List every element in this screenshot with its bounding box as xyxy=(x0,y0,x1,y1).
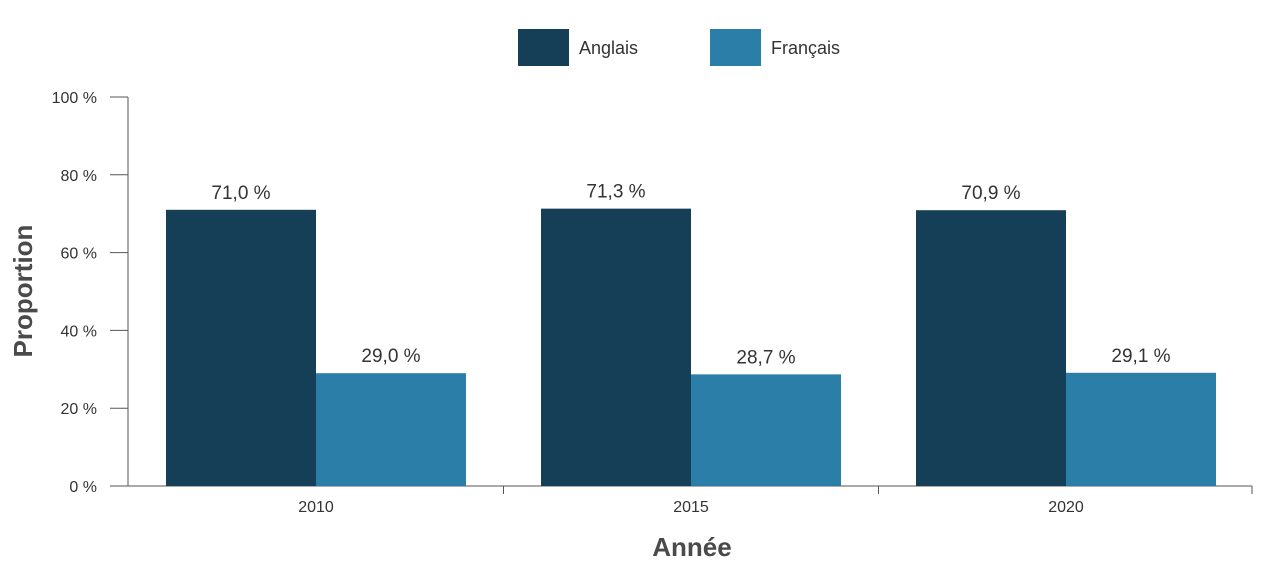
data-label: 29,0 % xyxy=(361,346,420,367)
bars xyxy=(166,208,1216,486)
data-label: 71,0 % xyxy=(211,183,270,204)
y-tick-label: 80 % xyxy=(61,168,97,185)
x-tick-label: 2010 xyxy=(298,499,334,516)
bar xyxy=(316,373,466,486)
x-tick-label: 2020 xyxy=(1048,499,1084,516)
y-tick-label: 20 % xyxy=(61,401,97,418)
y-tick-label: 0 % xyxy=(69,479,97,496)
data-labels: 71,0 % 71,3 % 70,9 % 29,0 % 28,7 % 29,1 % xyxy=(211,182,1170,369)
x-axis-title: Année xyxy=(652,532,731,562)
data-label: 71,3 % xyxy=(586,182,645,203)
x-tick-label: 2015 xyxy=(673,499,709,516)
bar xyxy=(541,208,691,486)
y-tick-label: 40 % xyxy=(61,323,97,340)
data-label: 29,1 % xyxy=(1111,346,1170,367)
bar xyxy=(916,210,1066,486)
y-tick-label: 100 % xyxy=(52,90,97,107)
legend: Anglais Français xyxy=(518,29,840,66)
legend-label: Français xyxy=(771,38,840,58)
bar xyxy=(691,374,841,486)
legend-swatch xyxy=(518,29,569,66)
bar xyxy=(1066,372,1216,486)
legend-label: Anglais xyxy=(579,38,638,58)
bar xyxy=(166,209,316,486)
y-axis-title: Proportion xyxy=(8,225,38,358)
data-label: 28,7 % xyxy=(736,347,795,368)
legend-swatch xyxy=(710,29,761,66)
data-label: 70,9 % xyxy=(961,183,1020,204)
y-tick-label: 60 % xyxy=(61,246,97,263)
